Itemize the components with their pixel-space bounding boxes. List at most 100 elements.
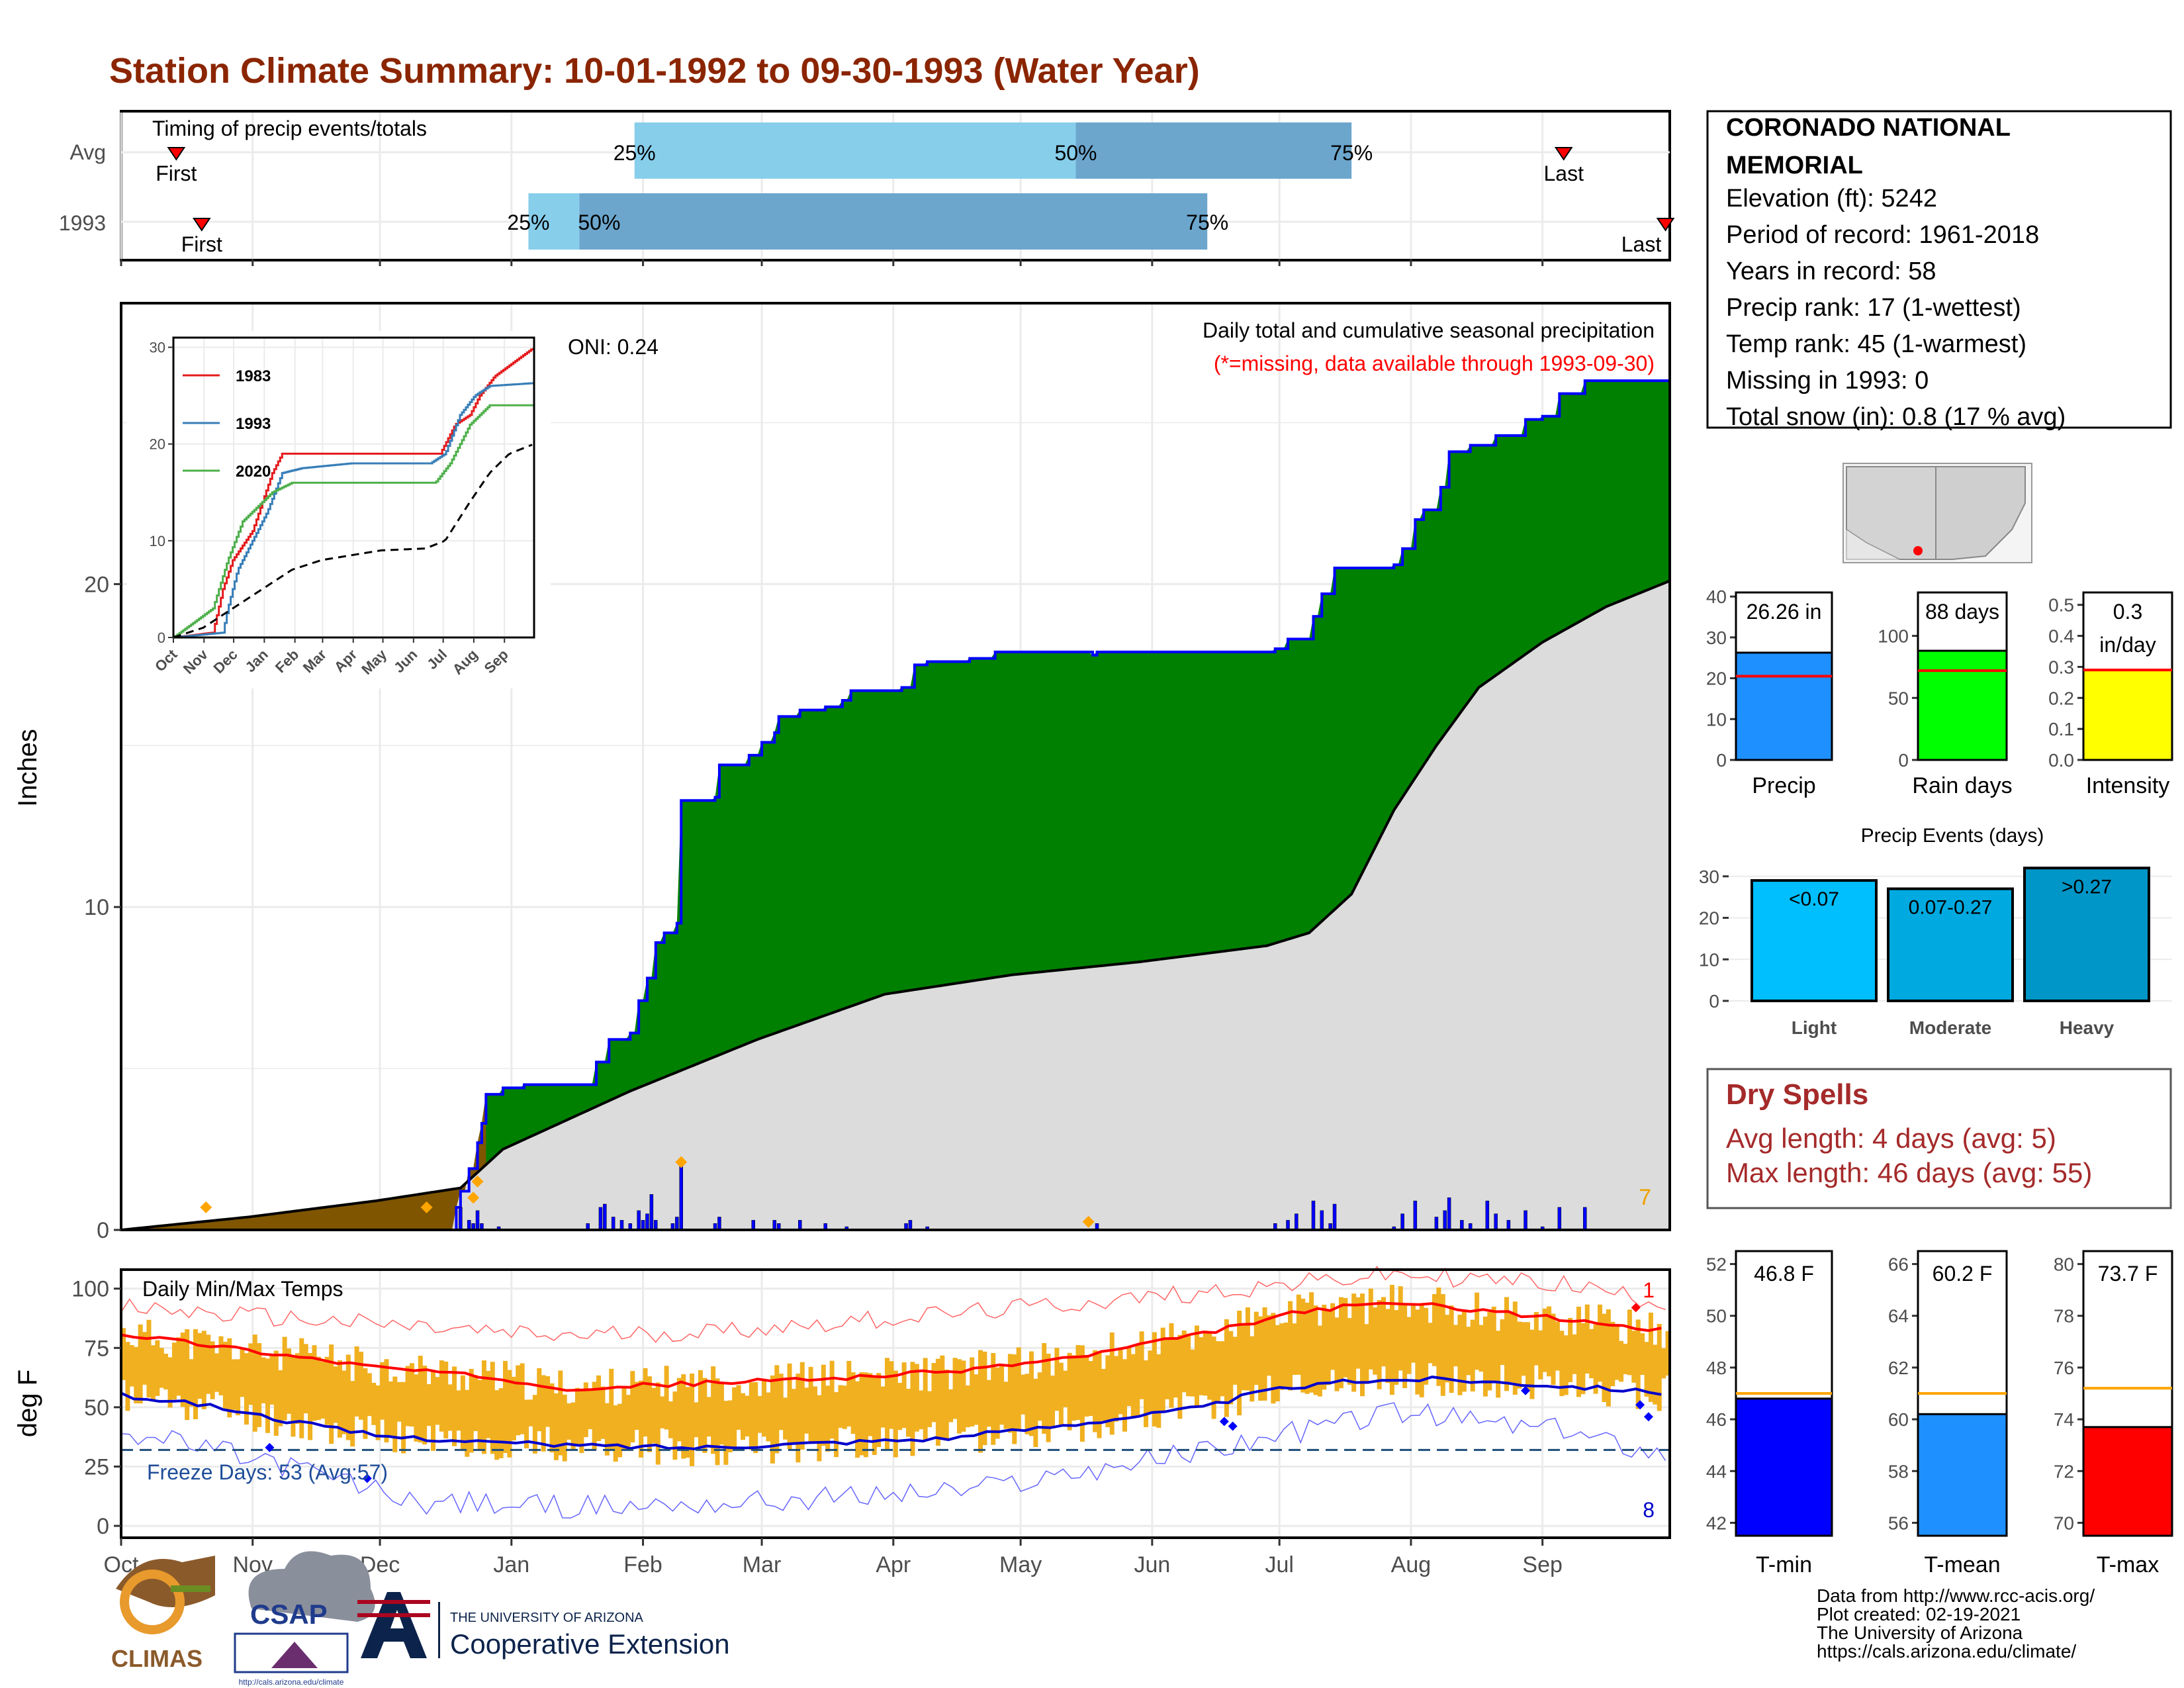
- precip-events-chart: Precip Events (days) 0 10 20 30 <0.07 Light 0.…: [1699, 825, 2172, 1038]
- temp-day-bar-319: [1475, 1292, 1480, 1370]
- tbar-1-ytick-label-5: 66: [1888, 1254, 1909, 1275]
- temp-day-bar-78: [452, 1366, 457, 1446]
- temp-day-bar-27: [236, 1359, 241, 1416]
- temp-day-bar-155: [778, 1374, 784, 1430]
- temp-daily-bars: [121, 1285, 1670, 1466]
- station-temp-rank: Temp rank: 45 (1-warmest): [1726, 330, 2026, 358]
- daily-precip-bar-34: [1286, 1220, 1290, 1231]
- temp-day-bar-149: [753, 1382, 758, 1454]
- ua-a-bars: [357, 1600, 430, 1617]
- temp-day-bar-47: [320, 1362, 326, 1419]
- temp-day-bar-29: [244, 1353, 249, 1425]
- record-low-marker-5: [265, 1442, 275, 1452]
- temp-day-bar-5: [142, 1332, 148, 1385]
- snow-marker-3: [420, 1201, 433, 1213]
- temp-day-bar-333: [1533, 1311, 1539, 1366]
- ua-a-mark: [361, 1592, 427, 1658]
- rain-days-ytick-label-0: 0: [1898, 750, 1909, 771]
- temp-day-bar-295: [1373, 1307, 1378, 1375]
- temp-day-bar-141: [719, 1383, 724, 1445]
- daily-precip-bar-0: [459, 1207, 463, 1231]
- avg-tmax-line: [120, 1301, 1662, 1392]
- temp-day-bar-325: [1500, 1319, 1505, 1366]
- temp-day-bar-211: [1016, 1347, 1021, 1430]
- temp-day-bar-311: [1440, 1293, 1445, 1396]
- temp-day-bar-279: [1304, 1302, 1310, 1394]
- temp-day-bar-267: [1253, 1311, 1259, 1385]
- timing-bars: 25% 50% 75% First Last 25% 50% 75% First Last: [156, 122, 1675, 256]
- temp-day-bar-258: [1216, 1341, 1221, 1402]
- temp-day-bar-127: [660, 1396, 665, 1429]
- temp-ytick-label-3: 75: [84, 1336, 109, 1361]
- intensity-ytick-label-2: 0.2: [2048, 688, 2074, 708]
- temp-day-bar-108: [579, 1390, 584, 1454]
- temp-day-bar-185: [906, 1389, 911, 1437]
- dry-spells: Dry Spells Avg length: 4 days (avg: 5) M…: [1706, 1068, 2172, 1209]
- daily-precip-bar-45: [1447, 1197, 1451, 1231]
- temp-day-bar-101: [549, 1383, 555, 1453]
- temp-day-bar-115: [609, 1368, 614, 1450]
- credits-line3: The University of Arizona: [1817, 1622, 2023, 1643]
- temp-day-bar-67: [405, 1366, 410, 1427]
- temp-day-bar-286: [1334, 1317, 1340, 1391]
- temp-day-bar-62: [384, 1359, 389, 1442]
- temp-day-bar-264: [1241, 1325, 1246, 1391]
- temp-day-bar-195: [948, 1389, 954, 1423]
- temp-day-bar-137: [702, 1378, 707, 1453]
- temp-day-bar-157: [787, 1363, 792, 1450]
- temp-day-bar-357: [1635, 1319, 1641, 1409]
- temp-day-bar-256: [1207, 1333, 1212, 1400]
- daily-precip-bar-41: [1400, 1213, 1404, 1231]
- temp-day-bar-240: [1139, 1331, 1144, 1399]
- temp-day-bar-106: [570, 1402, 576, 1450]
- temp-day-bar-205: [991, 1352, 996, 1445]
- temp-day-bar-121: [634, 1382, 639, 1430]
- tbar-1-ytick-label-4: 64: [1888, 1306, 1909, 1327]
- temp-day-bar-15: [185, 1329, 190, 1421]
- temp-day-bar-7: [150, 1345, 156, 1401]
- temp-day-bar-152: [766, 1392, 771, 1442]
- temp-day-bar-31: [252, 1335, 257, 1432]
- temp-day-bar-103: [558, 1370, 563, 1456]
- tbar-0-ytick-label-0: 42: [1706, 1513, 1727, 1533]
- temp-day-bar-3: [134, 1346, 139, 1404]
- temp-day-bar-128: [664, 1366, 669, 1430]
- temp-day-bar-343: [1576, 1306, 1581, 1397]
- temp-day-bar-335: [1542, 1308, 1547, 1372]
- temp-day-bar-186: [910, 1362, 915, 1456]
- daily-precip-bar-14: [645, 1213, 649, 1231]
- daily-precip-bar-7: [598, 1207, 603, 1231]
- temp-day-bar-18: [197, 1333, 203, 1399]
- ua-big-text: Cooperative Extension: [450, 1628, 730, 1660]
- timing-row-avg-label: Avg: [69, 140, 106, 164]
- tbar-0-ytick-label-4: 50: [1706, 1306, 1727, 1327]
- timing-first-marker-1: [192, 218, 211, 232]
- temp-day-bar-317: [1466, 1327, 1471, 1376]
- precip-count-label: 7: [1639, 1185, 1651, 1210]
- record-low-marker-2: [1635, 1400, 1645, 1410]
- temp-day-bar-340: [1563, 1335, 1569, 1395]
- temp-day-bar-251: [1186, 1333, 1191, 1397]
- temp-day-bar-296: [1377, 1300, 1382, 1389]
- temp-day-bar-208: [1003, 1382, 1009, 1429]
- events-bar-light: [1751, 879, 1878, 1003]
- temp-day-bar-9: [159, 1348, 164, 1388]
- inset-ytick-label-2: 20: [150, 436, 165, 453]
- temp-day-bar-273: [1279, 1323, 1285, 1390]
- temp-day-bar-202: [978, 1350, 983, 1453]
- events-bar-label-2: Heavy: [2060, 1017, 2115, 1038]
- month-label-mar: Mar: [743, 1552, 782, 1577]
- daily-precip-bar-18: [675, 1217, 679, 1231]
- daily-precip-bar-1: [467, 1220, 471, 1231]
- rain-days-xlabel: Rain days: [1912, 773, 2012, 798]
- temp-day-bar-40: [291, 1356, 296, 1437]
- temp-day-bar-263: [1237, 1311, 1242, 1416]
- daily-precip-bar-13: [641, 1220, 645, 1231]
- temp-day-bar-235: [1118, 1348, 1123, 1415]
- temp-y-axis: 0 25 50 75 100: [71, 1277, 121, 1539]
- temp-day-bar-139: [711, 1366, 716, 1454]
- temp-day-bar-125: [651, 1387, 657, 1444]
- temp-day-bar-363: [1661, 1348, 1666, 1379]
- precip-xlabel: Precip: [1752, 773, 1815, 798]
- temp-day-bar-75: [439, 1360, 444, 1432]
